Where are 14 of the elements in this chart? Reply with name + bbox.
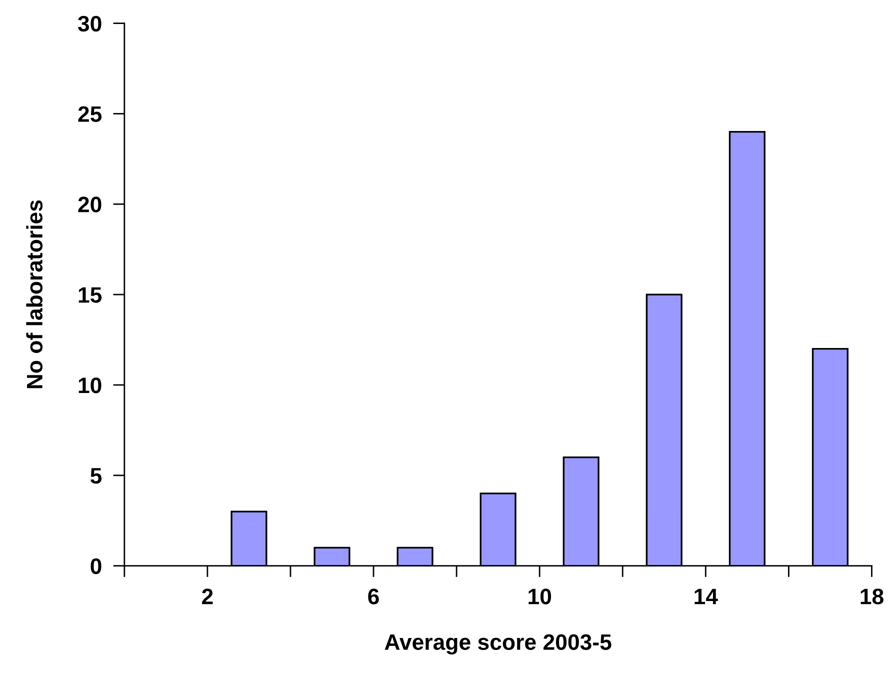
y-tick-label: 10 bbox=[78, 378, 102, 394]
x-tick-label: 14 bbox=[694, 588, 718, 604]
x-tick-label: 10 bbox=[528, 588, 552, 604]
x-axis-title: Average score 2003-5 bbox=[384, 634, 612, 654]
y-tick-label: 25 bbox=[78, 106, 102, 122]
x-tick-label: 18 bbox=[860, 588, 884, 604]
y-axis-title: No of laboratories bbox=[26, 200, 43, 388]
x-tick-label: 2 bbox=[202, 588, 213, 604]
y-tick-label: 0 bbox=[90, 558, 102, 574]
y-tick-label: 5 bbox=[90, 468, 102, 484]
y-tick-label: 30 bbox=[78, 16, 102, 32]
y-tick-label: 20 bbox=[78, 196, 102, 212]
x-tick-label: 6 bbox=[368, 588, 379, 604]
y-tick-label: 15 bbox=[78, 287, 102, 303]
